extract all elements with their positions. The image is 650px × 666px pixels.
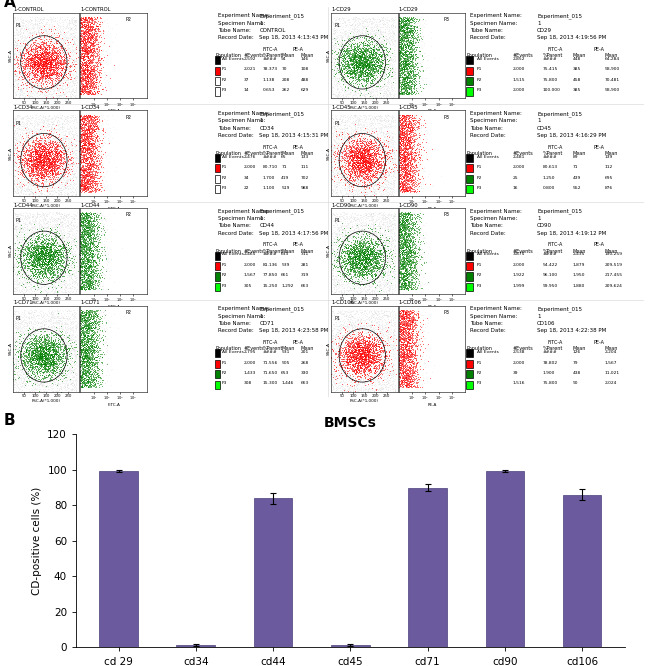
Text: A: A — [3, 0, 16, 10]
Text: B: B — [3, 413, 15, 428]
